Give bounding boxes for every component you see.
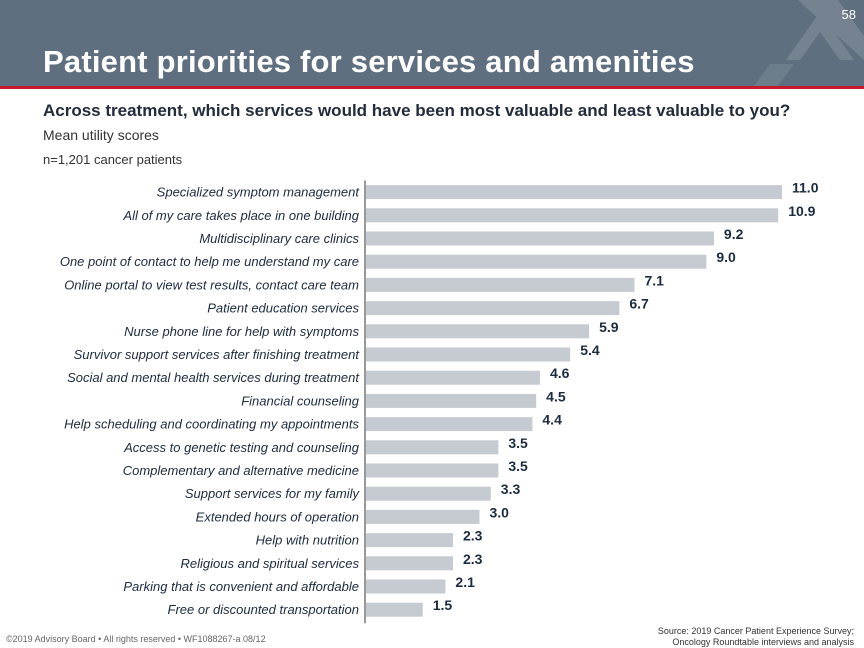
value-label: 2.1 — [455, 574, 475, 590]
bar — [366, 324, 590, 339]
category-label: Survivor support services after finishin… — [74, 347, 361, 362]
value-label: 10.9 — [788, 203, 815, 219]
bar — [366, 254, 707, 269]
value-label: 4.5 — [546, 388, 566, 404]
value-label: 3.5 — [508, 435, 528, 451]
category-label: Parking that is convenient and affordabl… — [123, 579, 359, 594]
logo-mark-icon — [754, 0, 864, 86]
category-label: Complementary and alternative medicine — [123, 463, 359, 478]
category-label: All of my care takes place in one buildi… — [122, 208, 359, 223]
bar — [366, 185, 782, 200]
value-label: 2.3 — [463, 551, 483, 567]
source-line-2: Oncology Roundtable interviews and analy… — [672, 637, 854, 647]
category-label: Nurse phone line for help with symptoms — [124, 324, 359, 339]
category-label: Financial counseling — [241, 393, 360, 408]
copyright-notice: ©2019 Advisory Board • All rights reserv… — [6, 634, 266, 644]
category-label: One point of contact to help me understa… — [60, 254, 359, 269]
value-label: 3.3 — [501, 481, 521, 497]
bar — [366, 463, 499, 478]
value-label: 3.0 — [489, 504, 509, 520]
bar — [366, 556, 453, 571]
category-label: Multidisciplinary care clinics — [199, 231, 359, 246]
bar — [366, 208, 779, 223]
category-label: Patient education services — [207, 301, 359, 316]
bar — [366, 533, 453, 548]
value-label: 7.1 — [645, 272, 665, 288]
bar — [366, 602, 423, 617]
category-label: Religious and spiritual services — [181, 556, 360, 571]
bar — [366, 509, 480, 524]
header-banner: 58 Patient priorities for services and a… — [0, 0, 864, 86]
value-label: 9.0 — [716, 249, 736, 265]
sample-size-note: n=1,201 cancer patients — [43, 152, 183, 167]
value-label: 2.3 — [463, 528, 483, 544]
bar — [366, 579, 446, 594]
category-label: Free or discounted transportation — [168, 602, 360, 617]
bar — [366, 347, 571, 362]
value-label: 3.5 — [508, 458, 528, 474]
value-label: 9.2 — [724, 226, 744, 242]
value-label: 11.0 — [792, 180, 819, 196]
bar — [366, 231, 714, 246]
category-label: Help scheduling and coordinating my appo… — [64, 417, 359, 432]
bar — [366, 301, 620, 316]
value-label: 5.4 — [580, 342, 600, 358]
page-number: 58 — [841, 7, 856, 22]
category-label: Access to genetic testing and counseling — [123, 440, 360, 455]
page-title: Patient priorities for services and amen… — [43, 44, 695, 79]
chart-subtitle: Mean utility scores — [43, 127, 159, 143]
bar — [366, 370, 540, 385]
bar — [366, 393, 537, 408]
value-label: 4.6 — [550, 365, 570, 381]
bar — [366, 417, 533, 432]
value-label: 5.9 — [599, 319, 619, 335]
source-line-1: Source: 2019 Cancer Patient Experience S… — [657, 626, 854, 636]
category-label: Extended hours of operation — [196, 509, 359, 524]
value-label: 1.5 — [433, 597, 453, 613]
value-label: 4.4 — [542, 412, 562, 428]
bar — [366, 440, 499, 455]
chart-question: Across treatment, which services would h… — [43, 101, 791, 120]
category-label: Support services for my family — [185, 486, 361, 501]
accent-rule — [0, 86, 864, 89]
category-label: Specialized symptom management — [157, 185, 361, 200]
source-note: Source: 2019 Cancer Patient Experience S… — [658, 626, 854, 648]
value-label: 6.7 — [629, 296, 649, 312]
bar — [366, 277, 635, 292]
bar — [366, 486, 491, 501]
category-label: Help with nutrition — [256, 533, 359, 548]
category-label: Social and mental health services during… — [67, 370, 360, 385]
category-label: Online portal to view test results, cont… — [64, 277, 359, 292]
